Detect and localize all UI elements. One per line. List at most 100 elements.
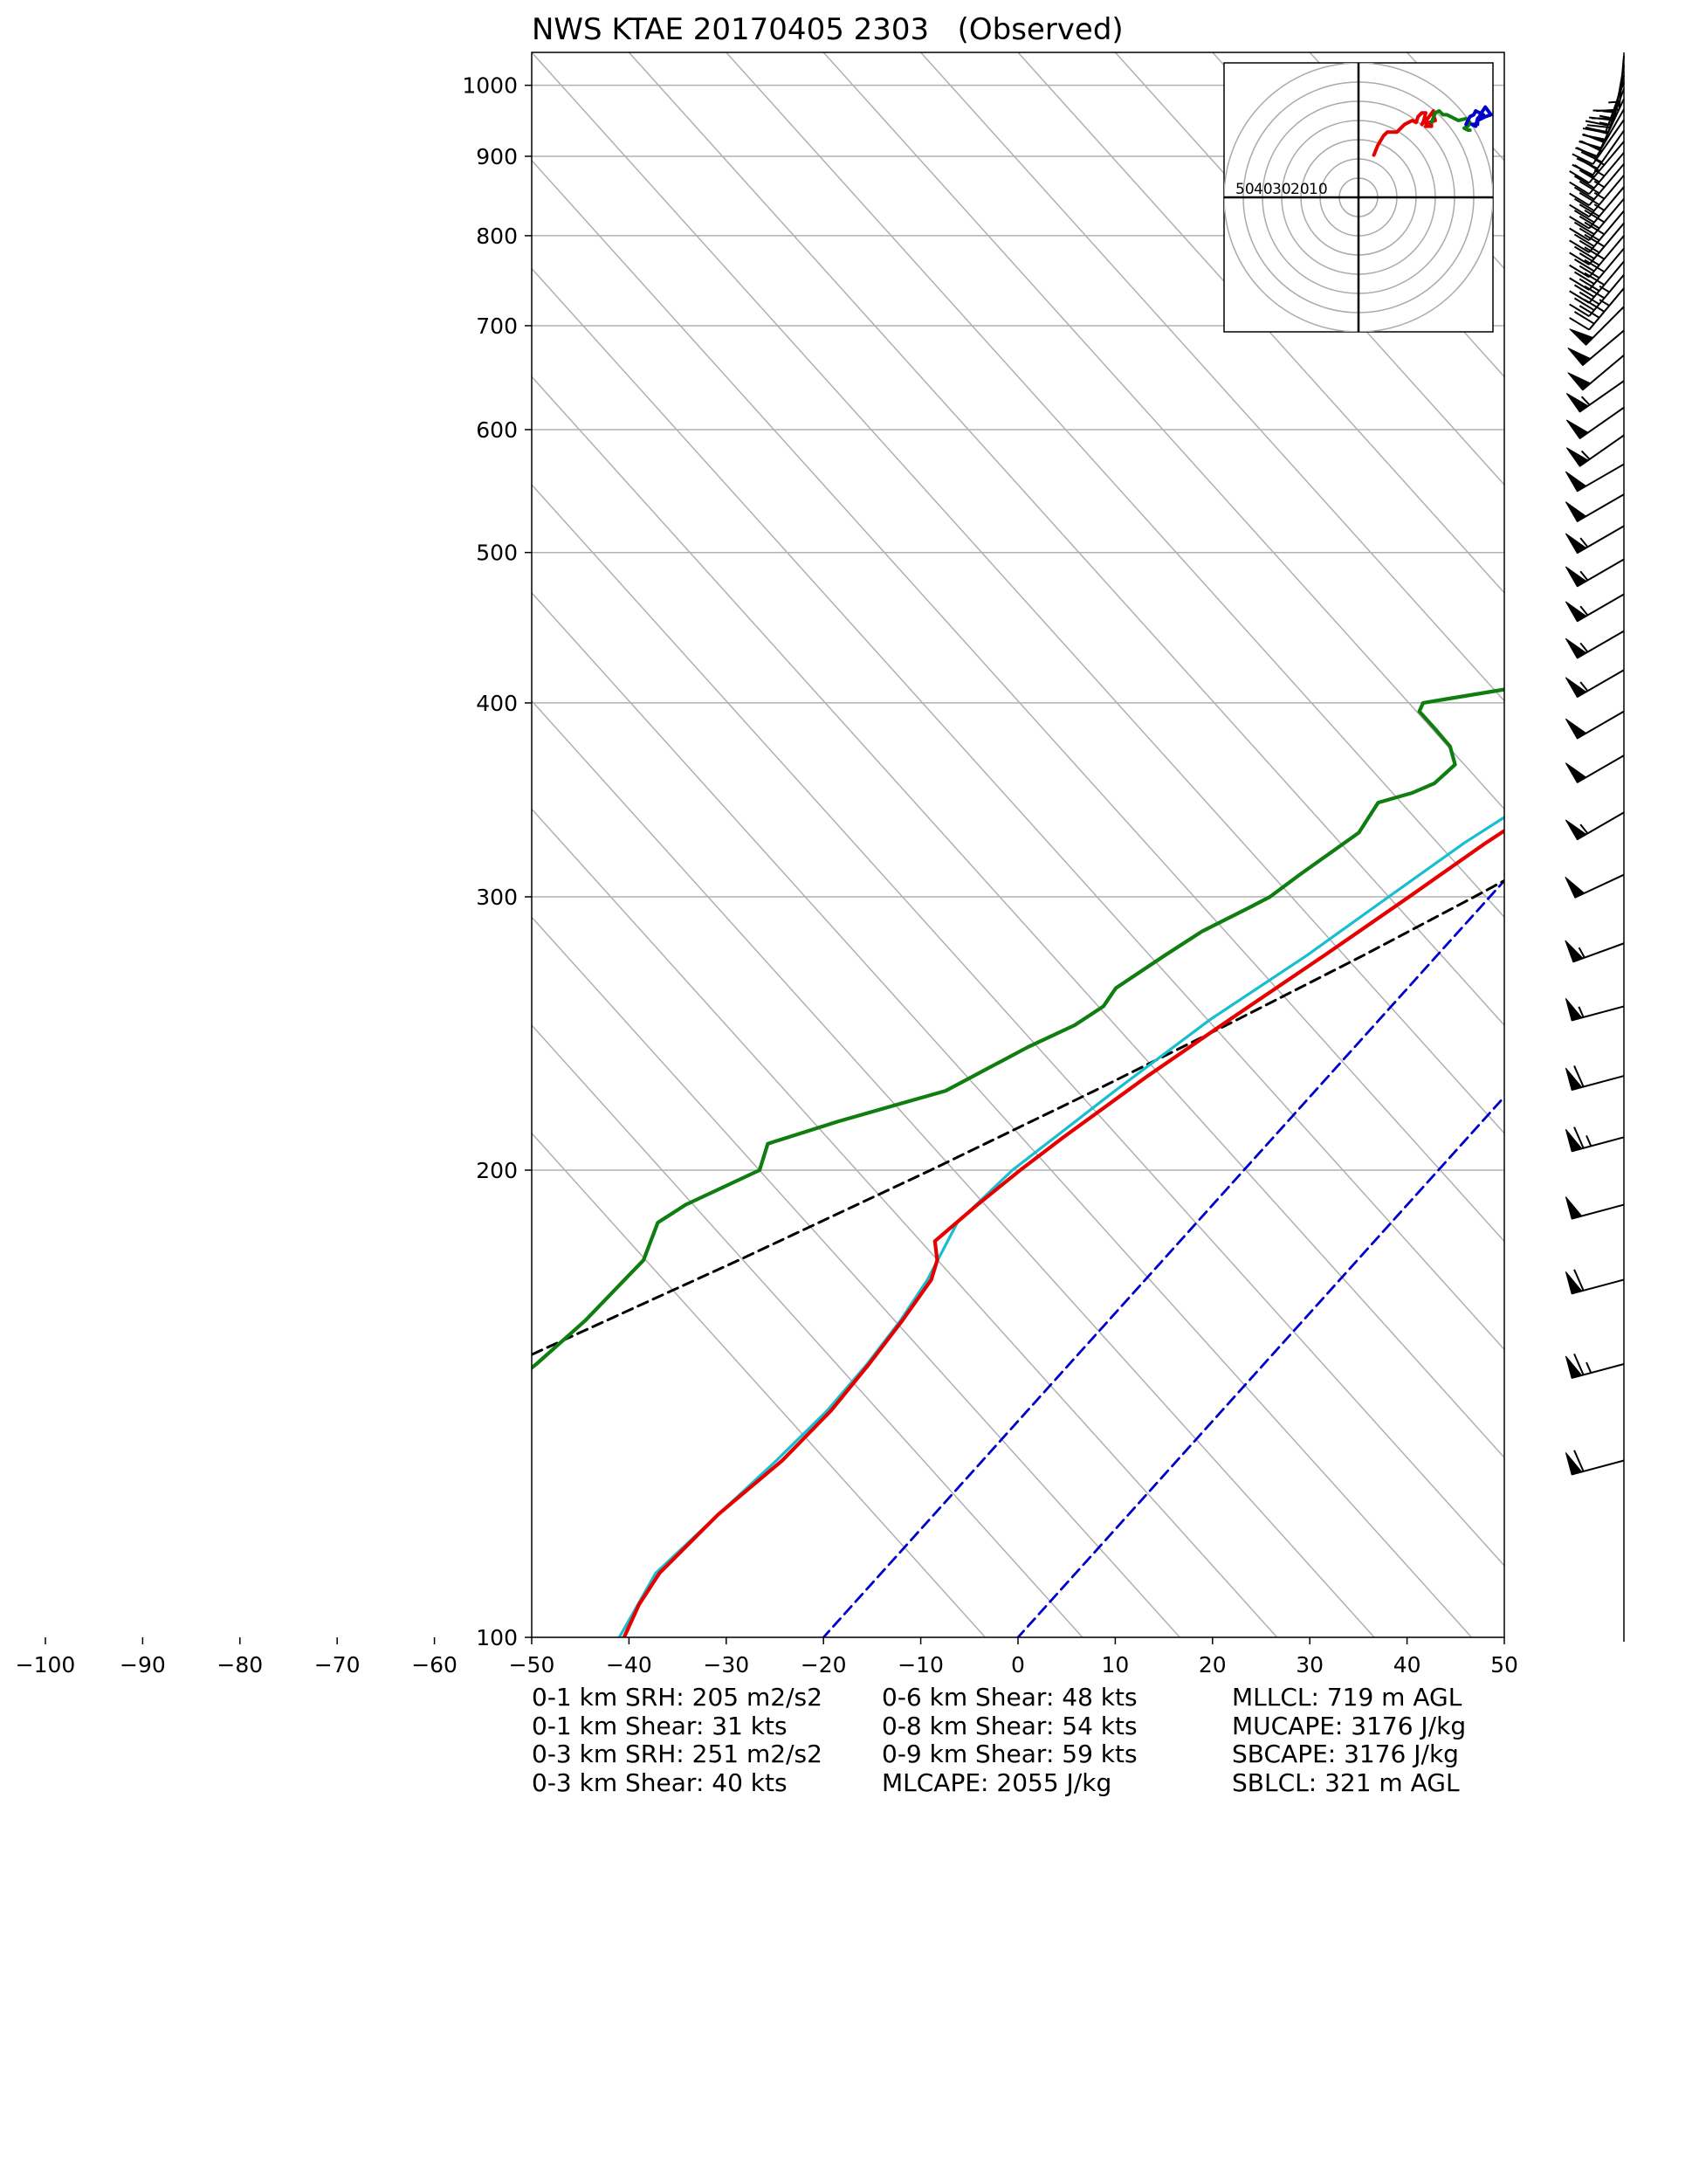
barb-half-flag (1593, 180, 1606, 189)
barb-half-flag (1580, 450, 1591, 460)
barb-flag (1584, 233, 1606, 248)
wind-barb (1569, 306, 1625, 346)
barb-staff (1588, 152, 1625, 195)
barb-pennant (1565, 1271, 1583, 1295)
x-tick-label: −60 (411, 1652, 457, 1678)
barb-pennant (1565, 1452, 1583, 1476)
barb-half-flag (1586, 1361, 1592, 1374)
x-tick-label: 50 (1490, 1652, 1518, 1678)
isotherm-line (532, 916, 1180, 1637)
barb-flag (1573, 297, 1595, 312)
barb-staff (1588, 247, 1625, 291)
barb-pennant (1565, 819, 1587, 841)
barb-flag (1569, 239, 1590, 253)
barb-half-flag (1608, 100, 1620, 104)
x-tick-label: −30 (703, 1652, 749, 1678)
barb-flag (1579, 252, 1600, 266)
barb-flag (1569, 216, 1590, 230)
wind-barb (1569, 247, 1625, 291)
wind-barb (1565, 1450, 1625, 1476)
barb-flag (1573, 1353, 1585, 1375)
barb-flag (1573, 233, 1595, 247)
barb-pennant (1565, 566, 1587, 588)
barb-staff (1588, 162, 1625, 206)
wind-barb (1565, 493, 1625, 523)
hodograph: 50 40 30 20 10 (1223, 62, 1494, 333)
barb-half-flag (1593, 203, 1606, 211)
barb-half-flag (1599, 285, 1610, 293)
barb-flag (1584, 258, 1606, 273)
isotherm-line (726, 52, 1504, 919)
x-tick-label: −100 (16, 1652, 76, 1678)
barb-half-flag (1579, 681, 1589, 692)
barb-staff (1588, 235, 1625, 279)
stats-column-3: MLLCL: 719 m AGL MUCAPE: 3176 J/kg SBCAP… (1232, 1683, 1466, 1797)
barb-staff (1588, 287, 1625, 331)
barb-staff (1588, 210, 1625, 253)
barb-flag (1586, 124, 1611, 129)
chart-title: NWS KTAE 20170405 2303 (Observed) (532, 12, 1124, 47)
stat-mlcape: MLCAPE: 2055 J/kg (882, 1767, 1112, 1797)
sounding-profiles (532, 687, 1504, 1637)
isotherm-line (532, 375, 1504, 1459)
wind-barb (1565, 754, 1625, 783)
barb-flag (1573, 186, 1595, 201)
barb-pennant (1567, 372, 1592, 391)
x-tick-label: 40 (1393, 1652, 1421, 1678)
barb-staff (1588, 198, 1625, 241)
x-tick-label: 20 (1199, 1652, 1227, 1678)
wind-barb (1569, 235, 1625, 279)
wind-barb (1565, 558, 1625, 588)
parcel-line (532, 878, 1504, 1356)
barb-staff (1592, 119, 1625, 165)
x-tick-label: −40 (606, 1652, 652, 1678)
x-tick-label: 30 (1296, 1652, 1324, 1678)
barb-flag (1573, 1065, 1585, 1087)
barb-pennant (1565, 940, 1584, 963)
stat-srh-0-1: 0-1 km SRH: 205 m2/s2 (532, 1683, 822, 1712)
barb-pennant (1565, 998, 1583, 1022)
wetbulb-line (617, 816, 1504, 1637)
y-tick-label: 500 (476, 541, 518, 566)
stats-column-1: 0-1 km SRH: 205 m2/s2 0-1 km Shear: 31 k… (532, 1683, 822, 1797)
y-tick-label: 100 (476, 1625, 518, 1650)
barb-pennant (1565, 392, 1589, 413)
barb-flag (1573, 1269, 1585, 1292)
hodograph-ring-label: 50 (1235, 181, 1255, 198)
barb-flag (1573, 271, 1595, 285)
stat-mllcl: MLLCL: 719 m AGL (1232, 1683, 1462, 1712)
wind-barb (1565, 998, 1625, 1022)
isotherm-line (920, 52, 1504, 702)
barb-flag (1569, 227, 1590, 242)
barb-flag (1569, 303, 1590, 317)
wind-barb (1565, 940, 1625, 963)
wind-barb (1565, 525, 1625, 555)
barb-staff (1588, 186, 1625, 230)
isotherm-line (1503, 52, 1504, 54)
wind-barb (1565, 1126, 1625, 1153)
stat-sbcape: SBCAPE: 3176 J/kg (1232, 1740, 1459, 1768)
barb-flag (1569, 290, 1590, 304)
barb-flag (1569, 170, 1590, 184)
wind-barb (1567, 329, 1625, 367)
wind-barb (1565, 630, 1625, 659)
barb-staff (1588, 141, 1625, 184)
barb-flag (1573, 221, 1595, 236)
barb-flag (1582, 134, 1606, 141)
hodograph-trace (1464, 105, 1493, 128)
barb-flag (1579, 227, 1600, 242)
barb-flag (1569, 264, 1590, 279)
y-tick-label: 800 (476, 224, 518, 249)
wind-barb (1569, 222, 1625, 265)
barb-pennant (1565, 876, 1586, 899)
stat-sblcl: SBLCL: 321 m AGL (1232, 1767, 1460, 1797)
stat-shear-0-8: 0-8 km Shear: 54 kts (882, 1711, 1138, 1740)
barb-pennant (1565, 601, 1587, 623)
barb-flag (1579, 141, 1602, 149)
wind-barb (1569, 260, 1625, 304)
stat-srh-0-3: 0-3 km SRH: 251 m2/s2 (532, 1740, 822, 1768)
barb-half-flag (1579, 823, 1589, 835)
barb-flag (1572, 153, 1593, 165)
barb-pennant (1565, 1128, 1583, 1152)
